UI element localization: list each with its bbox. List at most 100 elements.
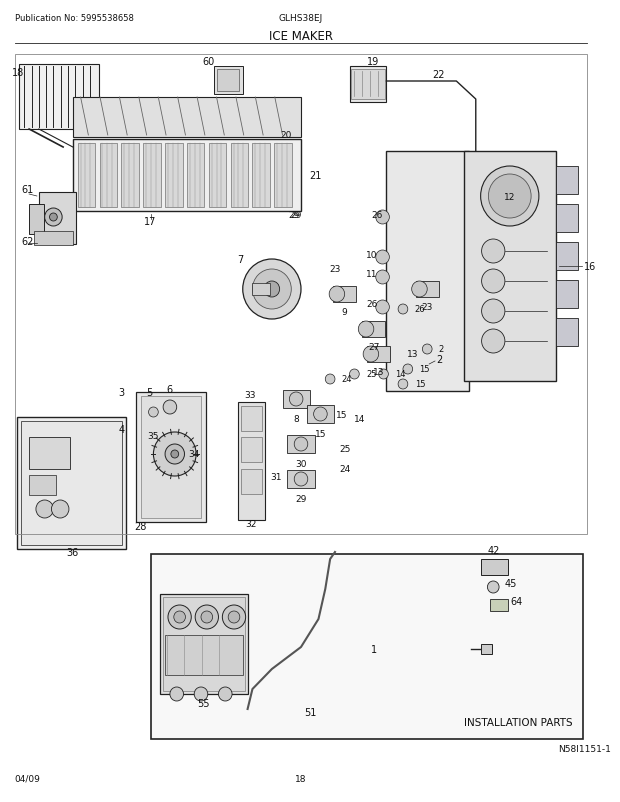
Bar <box>333 286 356 302</box>
Bar <box>165 144 182 208</box>
Circle shape <box>326 375 335 384</box>
Text: N58I1151-1: N58I1151-1 <box>558 744 611 753</box>
Circle shape <box>36 500 53 518</box>
Circle shape <box>403 365 413 375</box>
Text: 20: 20 <box>281 131 292 140</box>
Text: 64: 64 <box>511 596 523 606</box>
Text: 60: 60 <box>203 57 215 67</box>
Circle shape <box>50 214 57 221</box>
Text: 61: 61 <box>21 184 33 195</box>
Bar <box>480 559 508 575</box>
Text: 42: 42 <box>487 545 500 555</box>
Text: 6: 6 <box>167 384 173 395</box>
Bar <box>218 70 239 92</box>
Bar <box>252 284 270 296</box>
Circle shape <box>376 211 389 225</box>
Circle shape <box>252 269 291 310</box>
Circle shape <box>329 286 345 302</box>
Bar <box>34 232 73 245</box>
Text: 17: 17 <box>144 217 157 227</box>
Circle shape <box>398 379 408 390</box>
Text: 2: 2 <box>439 345 444 354</box>
Bar <box>274 144 292 208</box>
Text: 24: 24 <box>342 375 352 384</box>
Circle shape <box>482 240 505 264</box>
Text: 26: 26 <box>415 305 425 314</box>
Text: 34: 34 <box>188 450 200 459</box>
Text: 15: 15 <box>315 430 326 439</box>
Circle shape <box>45 209 62 227</box>
Bar <box>231 144 248 208</box>
Text: 29: 29 <box>295 495 307 504</box>
Circle shape <box>350 370 359 379</box>
Circle shape <box>363 346 379 363</box>
Text: 1: 1 <box>371 644 377 654</box>
Circle shape <box>489 175 531 219</box>
Circle shape <box>379 370 388 379</box>
Text: 18: 18 <box>295 774 307 783</box>
Bar <box>29 476 56 496</box>
Bar <box>480 644 492 654</box>
Bar <box>14 55 587 534</box>
Circle shape <box>218 687 232 701</box>
Text: 9: 9 <box>342 308 348 317</box>
Circle shape <box>290 392 303 407</box>
Text: 2: 2 <box>436 354 442 365</box>
Bar <box>17 418 126 549</box>
Text: 45: 45 <box>505 578 517 588</box>
Text: 62: 62 <box>21 237 33 247</box>
Circle shape <box>294 472 308 486</box>
Text: 14: 14 <box>395 370 405 379</box>
Text: 51: 51 <box>304 707 317 717</box>
Text: 04/09: 04/09 <box>14 774 40 783</box>
Text: 22: 22 <box>433 70 445 80</box>
Circle shape <box>358 322 374 338</box>
Text: 12: 12 <box>504 192 515 201</box>
Circle shape <box>482 269 505 294</box>
Text: 26: 26 <box>366 300 378 309</box>
Bar <box>214 67 243 95</box>
Text: 33: 33 <box>245 391 256 399</box>
Bar <box>136 392 206 522</box>
Text: 13: 13 <box>373 368 384 377</box>
Circle shape <box>153 432 196 476</box>
Text: INSTALLATION PARTS: INSTALLATION PARTS <box>464 717 573 727</box>
Text: 29: 29 <box>288 210 300 219</box>
Bar <box>151 554 583 739</box>
Bar <box>241 407 262 431</box>
Bar <box>122 144 139 208</box>
Text: 31: 31 <box>270 473 281 482</box>
Text: 19: 19 <box>366 57 379 67</box>
Text: 55: 55 <box>198 698 210 708</box>
Circle shape <box>482 330 505 354</box>
Bar <box>283 391 310 408</box>
Text: 23: 23 <box>422 303 433 312</box>
Circle shape <box>264 282 280 298</box>
Text: 15: 15 <box>420 365 430 374</box>
Text: 15: 15 <box>415 380 425 389</box>
Bar <box>19 65 99 130</box>
Text: 11: 11 <box>366 270 378 279</box>
Text: 26: 26 <box>371 210 383 219</box>
Circle shape <box>398 305 408 314</box>
Bar <box>143 144 161 208</box>
Text: 14: 14 <box>353 415 365 424</box>
Bar <box>362 322 386 338</box>
Text: 28: 28 <box>135 521 147 532</box>
Bar <box>352 70 384 100</box>
Bar <box>209 144 226 208</box>
Circle shape <box>376 301 389 314</box>
Text: 35: 35 <box>148 432 159 441</box>
Text: 16: 16 <box>583 261 596 272</box>
Circle shape <box>228 611 240 623</box>
Bar <box>556 318 578 346</box>
Circle shape <box>314 407 327 422</box>
Circle shape <box>174 611 185 623</box>
Circle shape <box>376 270 389 285</box>
Bar <box>556 205 578 233</box>
Text: 25: 25 <box>366 370 376 379</box>
Text: 27: 27 <box>368 343 379 352</box>
Bar <box>241 437 262 463</box>
Bar <box>21 422 122 545</box>
Bar <box>252 144 270 208</box>
